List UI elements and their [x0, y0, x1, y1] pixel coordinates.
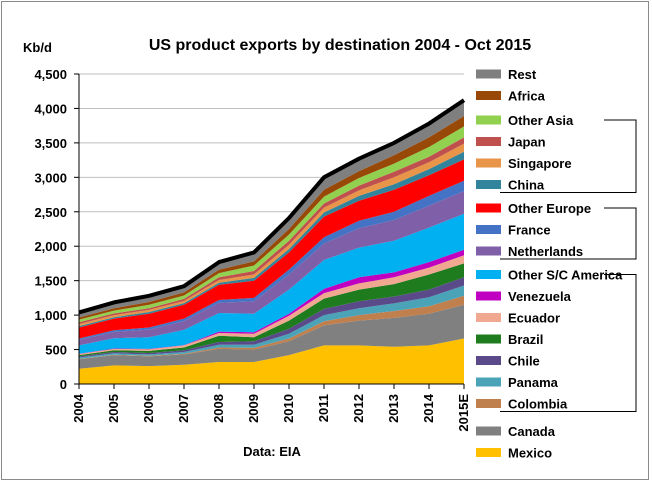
legend-label-africa: Africa [508, 89, 546, 104]
area-france [79, 180, 464, 340]
y-tick-label: 3,500 [34, 136, 67, 151]
area-mexico [79, 338, 464, 384]
legend-swatch-colombia [476, 399, 501, 408]
legend-label-colombia: Colombia [508, 397, 568, 412]
y-tick-label: 3,000 [34, 170, 67, 185]
area-japan [79, 137, 464, 325]
legend-swatch-africa [476, 91, 501, 100]
y-tick-label: 1,500 [34, 274, 67, 289]
x-tick-label: 2010 [281, 394, 296, 423]
legend-label-mexico: Mexico [508, 446, 552, 461]
area-china [79, 151, 464, 328]
legend-label-other-s-c-america: Other S/C America [508, 268, 623, 283]
legend-swatch-singapore [476, 158, 501, 168]
area-canada [79, 304, 464, 369]
total-line [78, 98, 466, 315]
x-tick-label: 2005 [106, 394, 121, 423]
legend-swatch-panama [476, 377, 501, 387]
legend-swatch-china [476, 180, 501, 189]
x-tick-label: 2014 [421, 393, 436, 423]
legend-label-other-europe: Other Europe [508, 201, 591, 216]
chart-title: US product exports by destination 2004 -… [149, 37, 531, 54]
legend-label-netherlands: Netherlands [508, 244, 583, 259]
legend: Rest Africa Other Asia Japan Singapore China O… [476, 67, 637, 461]
legend-swatch-canada [476, 426, 501, 436]
legend-swatch-other-s-c-america [476, 270, 501, 279]
legend-swatch-other-europe [476, 203, 501, 213]
legend-label-brazil: Brazil [508, 332, 543, 347]
legend-swatch-mexico [476, 448, 501, 457]
legend-swatch-ecuador [476, 313, 501, 322]
source-note: Data: EIA [243, 444, 301, 459]
y-tick-label: 500 [45, 343, 67, 358]
legend-label-other-asia: Other Asia [508, 113, 574, 128]
x-tick-label: 2004 [71, 393, 86, 423]
area-other-europe [79, 159, 464, 339]
stacked-areas [78, 98, 466, 384]
area-netherlands [79, 191, 464, 346]
legend-label-ecuador: Ecuador [508, 311, 560, 326]
y-axis-label: Kb/d [23, 40, 52, 55]
legend-group-bracket [500, 119, 637, 193]
x-tick-label: 2011 [316, 394, 331, 422]
x-tick-label: 2015E [456, 394, 471, 432]
x-tick-label: 2007 [176, 394, 191, 423]
y-tick-label: 4,500 [34, 67, 67, 82]
legend-swatch-chile [476, 356, 501, 365]
x-tick-label: 2013 [386, 394, 401, 423]
legend-label-france: France [508, 223, 551, 238]
y-tick-label: 0 [60, 377, 67, 392]
legend-group-bracket [500, 274, 637, 412]
legend-label-canada: Canada [508, 424, 556, 439]
legend-swatch-netherlands [476, 246, 501, 256]
legend-label-venezuela: Venezuela [508, 289, 572, 304]
legend-label-singapore: Singapore [508, 156, 572, 171]
legend-group-bracket [500, 207, 637, 260]
y-tick-label: 1,000 [34, 308, 67, 323]
legend-swatch-brazil [476, 334, 501, 344]
legend-swatch-japan [476, 137, 501, 146]
y-tick-label: 4,000 [34, 101, 67, 116]
legend-label-chile: Chile [508, 354, 540, 369]
area-singapore [79, 143, 464, 327]
legend-label-panama: Panama [508, 375, 559, 390]
legend-swatch-france [476, 225, 501, 234]
legend-swatch-other-asia [476, 115, 501, 125]
x-tick-label: 2006 [141, 394, 156, 423]
legend-label-china: China [508, 178, 545, 193]
legend-label-japan: Japan [508, 135, 546, 150]
x-tick-label: 2012 [351, 394, 366, 423]
legend-label-rest: Rest [508, 67, 537, 82]
y-tick-label: 2,500 [34, 205, 67, 220]
area-other-s-c-america [79, 213, 464, 354]
x-tick-label: 2009 [246, 394, 261, 423]
axes: 0 500 1,000 1,500 2,000 2,500 3,000 3,500 4,000 4… [34, 67, 471, 432]
area-other-asia [79, 126, 464, 323]
legend-swatch-rest [476, 69, 501, 79]
y-tick-label: 2,000 [34, 239, 67, 254]
legend-swatch-venezuela [476, 291, 501, 301]
x-tick-label: 2008 [211, 394, 226, 423]
